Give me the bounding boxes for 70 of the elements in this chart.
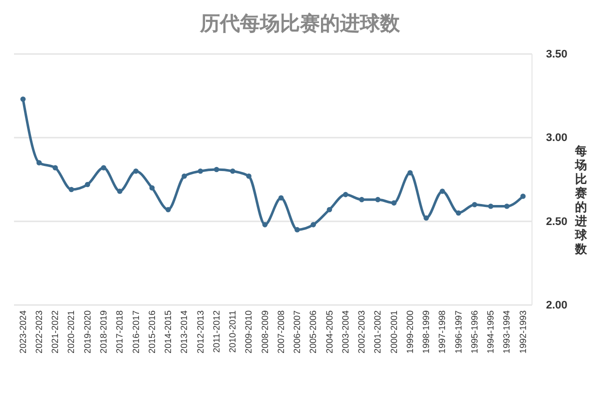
point: [20, 96, 26, 102]
x-tick-label: 2019-2020: [82, 310, 92, 354]
x-tick-label: 2013-2014: [179, 310, 190, 354]
x-tick-label: 2007-2008: [276, 310, 286, 354]
point: [472, 202, 478, 208]
point: [262, 222, 268, 228]
point: [166, 206, 171, 212]
x-tick-label: 2014-2015: [163, 310, 174, 354]
point: [488, 204, 494, 209]
x-tick-label: 2017-2018: [114, 310, 125, 354]
y-tick-label: 3.00: [546, 132, 568, 144]
x-tick-label: 2005-2006: [308, 310, 318, 354]
point: [310, 222, 316, 228]
y-axis-title: 每场比赛的进球数: [574, 144, 588, 256]
point: [407, 170, 413, 176]
x-tick-label: 1992-1993: [518, 310, 528, 354]
x-tick-label: 2023-2024: [18, 310, 28, 354]
point: [424, 215, 429, 221]
point: [326, 206, 332, 212]
point: [278, 195, 284, 201]
point: [149, 185, 155, 191]
point: [133, 168, 139, 174]
x-tick-label: 2016-2017: [130, 310, 141, 354]
x-tick-label: 1997-1998: [437, 310, 448, 354]
x-tick-label: 2002-2003: [356, 310, 367, 354]
point: [504, 204, 510, 209]
x-tick-label: 2001-2002: [372, 310, 383, 354]
x-tick-label: 1999-2000: [404, 310, 415, 354]
x-tick-label: 1995-1996: [469, 310, 480, 354]
point: [68, 186, 74, 192]
y-tick-label: 2.50: [546, 216, 568, 228]
x-tick-label: 2022-2023: [34, 310, 44, 354]
point: [294, 227, 300, 232]
point: [52, 165, 58, 170]
chart-title: 历代每场比赛的进球数: [199, 11, 401, 35]
point: [214, 166, 220, 172]
point: [359, 196, 364, 202]
x-tick-label: 2003-2004: [340, 310, 350, 354]
x-tick-label: 2004-2005: [324, 310, 334, 354]
x-tick-label: 2021-2022: [50, 310, 60, 354]
x-tick-label: 2006-2007: [292, 310, 302, 354]
point: [182, 174, 187, 179]
x-tick-label: 1993-1994: [502, 310, 512, 354]
x-tick-label: 1998-1999: [421, 310, 432, 354]
x-tick-label: 2000-2001: [388, 310, 399, 354]
point: [440, 188, 445, 194]
point: [230, 168, 236, 174]
x-tick-label: 2009-2010: [244, 310, 254, 354]
point: [117, 188, 122, 194]
point: [391, 200, 397, 206]
x-tick-label: 2011-2012: [211, 310, 222, 353]
point: [84, 182, 90, 188]
point: [198, 168, 204, 174]
x-tick-label: 1994-1995: [486, 310, 496, 354]
point: [246, 174, 252, 179]
x-tick-label: 2008-2009: [260, 310, 270, 354]
x-tick-label: 2012-2013: [195, 310, 206, 354]
point: [36, 160, 42, 166]
x-tick-label: 2015-2016: [146, 310, 157, 354]
point: [375, 196, 380, 202]
x-tick-label: 1996-1997: [453, 310, 464, 354]
point: [520, 194, 526, 199]
point: [456, 210, 462, 216]
point: [342, 192, 348, 198]
y-tick-label: 3.50: [546, 48, 568, 61]
x-tick-label: 2010-2011: [228, 310, 238, 353]
point: [101, 165, 106, 170]
x-tick-label: 2018-2019: [98, 310, 108, 354]
x-tick-label: 2020-2021: [66, 310, 76, 354]
y-tick-label: 2.00: [546, 300, 568, 312]
